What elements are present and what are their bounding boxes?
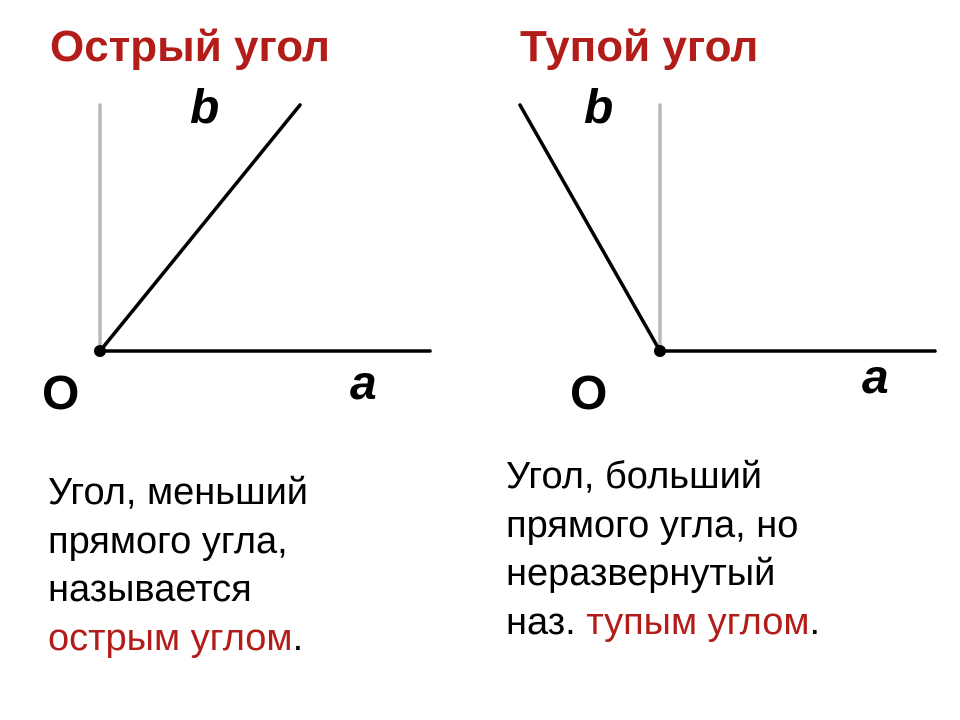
desc-obtuse-pre: наз. [506, 601, 586, 643]
label-O-right: О [570, 366, 607, 421]
desc-acute: Угол, меньший прямого угла, называется о… [48, 468, 468, 663]
angle-obtuse-svg [480, 85, 940, 385]
label-b-left: b [190, 80, 219, 135]
desc-acute-term: острым углом [48, 617, 293, 659]
diagram-acute [40, 85, 460, 385]
desc-obtuse-line2: прямого угла, но [506, 504, 798, 546]
desc-acute-line1: Угол, меньший [48, 471, 308, 513]
label-a-left: a [350, 356, 377, 411]
label-a-right: a [862, 350, 889, 405]
stage: Острый угол Тупой угол b a О b a О Угол,… [0, 0, 960, 720]
diagram-obtuse [480, 85, 940, 385]
desc-acute-tail: . [293, 617, 304, 659]
desc-acute-line3: называется [48, 568, 252, 610]
desc-obtuse: Угол, больший прямого угла, но неразверн… [506, 452, 946, 647]
title-acute: Острый угол [50, 22, 330, 72]
title-obtuse: Тупой угол [520, 22, 758, 72]
desc-acute-line2: прямого угла, [48, 520, 288, 562]
label-O-left: О [42, 366, 79, 421]
desc-obtuse-line1: Угол, больший [506, 455, 762, 497]
desc-obtuse-term: тупым углом [586, 601, 809, 643]
angle-acute-svg [40, 85, 460, 385]
desc-obtuse-line3: неразвернутый [506, 552, 775, 594]
desc-obtuse-tail: . [810, 601, 821, 643]
label-b-right: b [584, 80, 613, 135]
